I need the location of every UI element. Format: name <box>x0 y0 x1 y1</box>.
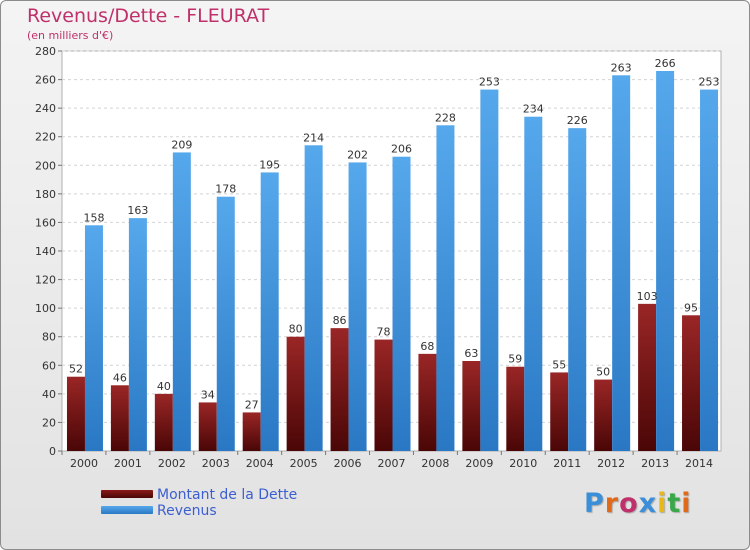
x-tick-label: 2010 <box>509 457 537 470</box>
y-tick-label: 180 <box>35 188 56 201</box>
y-tick-label: 20 <box>42 416 56 429</box>
revenue-bar <box>568 128 587 451</box>
legend-label-revenue: Revenus <box>157 503 217 519</box>
y-tick-label: 200 <box>35 159 56 172</box>
debt-bar <box>286 336 305 451</box>
y-tick-label: 240 <box>35 102 56 115</box>
y-tick-label: 220 <box>35 131 56 144</box>
revenue-bar <box>392 156 411 451</box>
revenue-bar <box>348 162 367 451</box>
debt-value-label: 86 <box>333 314 347 327</box>
revenue-bar <box>700 89 719 452</box>
revenue-value-label: 206 <box>391 143 412 156</box>
debt-value-label: 27 <box>245 398 259 411</box>
x-tick-label: 2007 <box>378 457 406 470</box>
debt-value-label: 80 <box>289 323 303 336</box>
debt-value-label: 63 <box>464 347 478 360</box>
chart-title: Revenus/Dette - FLEURAT <box>27 5 270 27</box>
x-tick-label: 2003 <box>202 457 230 470</box>
revenue-bar <box>612 75 631 452</box>
revenue-value-label: 202 <box>347 148 368 161</box>
debt-value-label: 68 <box>420 340 434 353</box>
debt-value-label: 52 <box>69 363 83 376</box>
y-tick-label: 120 <box>35 274 56 287</box>
x-tick-label: 2011 <box>553 457 581 470</box>
revenue-value-label: 163 <box>127 204 148 217</box>
y-tick-label: 80 <box>42 331 56 344</box>
revenue-bar <box>480 89 499 452</box>
x-tick-label: 2006 <box>334 457 362 470</box>
revenue-bar <box>84 225 103 451</box>
x-tick-label: 2004 <box>246 457 274 470</box>
chart-subtitle: (en milliers d'€) <box>27 29 114 42</box>
revenue-value-label: 234 <box>523 103 544 116</box>
revenue-value-label: 158 <box>83 211 104 224</box>
x-tick-label: 2013 <box>641 457 669 470</box>
x-tick-label: 2000 <box>70 457 98 470</box>
revenue-bar <box>216 196 235 451</box>
revenue-bar <box>172 152 191 451</box>
debt-bar <box>462 361 481 451</box>
debt-bar <box>550 372 569 451</box>
revenue-bar <box>260 172 279 451</box>
revenue-value-label: 253 <box>479 76 500 89</box>
x-tick-label: 2001 <box>114 457 142 470</box>
debt-bar <box>154 393 173 451</box>
debt-value-label: 95 <box>684 301 698 314</box>
y-tick-label: 0 <box>49 445 56 458</box>
debt-bar <box>198 402 217 451</box>
revenue-bar <box>436 125 455 452</box>
debt-bar <box>418 353 437 451</box>
debt-bar <box>506 366 525 451</box>
revenue-value-label: 209 <box>171 138 192 151</box>
legend-swatch-revenue <box>101 506 153 514</box>
legend-label-debt: Montant de la Dette <box>157 487 298 503</box>
x-tick-label: 2014 <box>685 457 713 470</box>
debt-value-label: 40 <box>157 380 171 393</box>
revenue-bar <box>656 71 675 451</box>
revenue-bar <box>524 116 543 451</box>
proxiti-logo: Proxiti <box>584 488 692 519</box>
revenue-value-label: 228 <box>435 111 456 124</box>
x-tick-label: 2002 <box>158 457 186 470</box>
y-tick-label: 260 <box>35 74 56 87</box>
debt-value-label: 78 <box>377 326 391 339</box>
x-tick-label: 2012 <box>597 457 625 470</box>
revenue-bar <box>304 145 323 452</box>
y-tick-label: 60 <box>42 359 56 372</box>
debt-bar <box>110 385 129 451</box>
debt-bar <box>594 379 613 451</box>
revenue-value-label: 226 <box>567 114 588 127</box>
debt-bar <box>638 303 657 451</box>
debt-value-label: 59 <box>508 353 522 366</box>
x-tick-label: 2005 <box>290 457 318 470</box>
revenue-value-label: 178 <box>215 183 236 196</box>
y-tick-label: 140 <box>35 245 56 258</box>
revenue-value-label: 266 <box>655 57 676 70</box>
x-tick-label: 2008 <box>421 457 449 470</box>
debt-bar <box>330 328 349 451</box>
revenue-value-label: 214 <box>303 131 324 144</box>
y-tick-label: 100 <box>35 302 56 315</box>
debt-value-label: 34 <box>201 388 215 401</box>
revenue-value-label: 253 <box>699 76 720 89</box>
debt-bar <box>682 315 701 451</box>
y-tick-label: 280 <box>35 45 56 58</box>
debt-bar <box>374 339 393 451</box>
debt-value-label: 50 <box>596 366 610 379</box>
revenue-value-label: 195 <box>259 158 280 171</box>
revenue-bar <box>128 218 147 451</box>
y-tick-label: 160 <box>35 216 56 229</box>
debt-bar <box>66 376 85 451</box>
y-tick-label: 40 <box>42 388 56 401</box>
x-tick-label: 2009 <box>465 457 493 470</box>
debt-value-label: 46 <box>113 371 127 384</box>
debt-value-label: 103 <box>637 290 658 303</box>
debt-value-label: 55 <box>552 358 566 371</box>
legend-swatch-debt <box>101 490 153 498</box>
debt-bar <box>242 412 261 451</box>
revenue-value-label: 263 <box>611 61 632 74</box>
